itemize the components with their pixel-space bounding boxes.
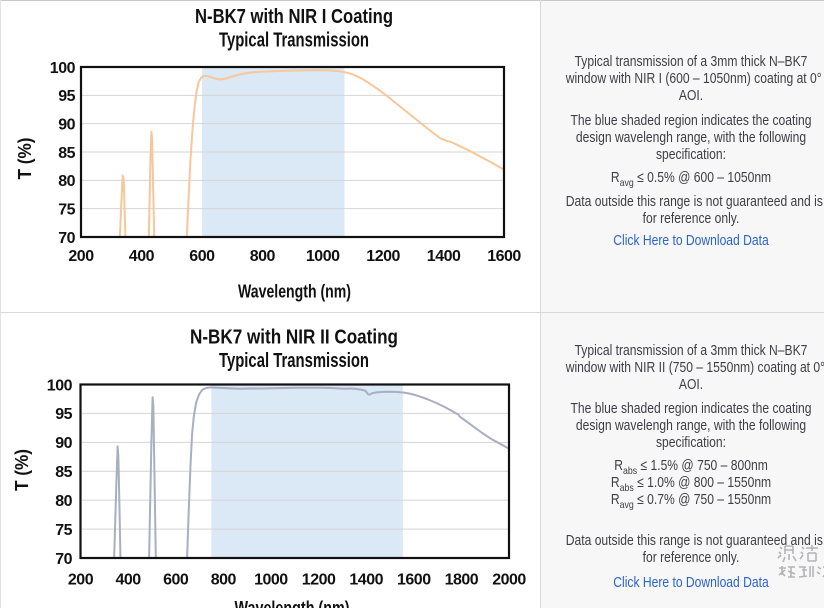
- svg-text:Wavelength (nm): Wavelength (nm): [238, 281, 351, 302]
- svg-text:1200: 1200: [302, 571, 336, 588]
- svg-text:1000: 1000: [306, 248, 340, 265]
- svg-text:600: 600: [163, 571, 189, 588]
- svg-text:400: 400: [115, 571, 141, 588]
- svg-text:80: 80: [58, 173, 75, 190]
- svg-text:75: 75: [58, 202, 75, 219]
- svg-text:N-BK7 with NIR I Coating: N-BK7 with NIR I Coating: [195, 6, 393, 28]
- svg-text:1600: 1600: [397, 571, 431, 588]
- svg-text:75: 75: [55, 522, 72, 539]
- svg-text:200: 200: [68, 248, 94, 265]
- svg-text:100: 100: [47, 377, 73, 394]
- svg-text:1400: 1400: [349, 571, 383, 588]
- svg-text:800: 800: [211, 571, 237, 588]
- svg-text:95: 95: [58, 88, 75, 105]
- svg-text:70: 70: [55, 551, 72, 568]
- svg-text:800: 800: [250, 248, 276, 265]
- svg-text:70: 70: [58, 230, 75, 247]
- svg-text:T (%): T (%): [12, 449, 32, 491]
- svg-text:200: 200: [68, 571, 94, 588]
- svg-text:85: 85: [55, 464, 72, 481]
- svg-text:T (%): T (%): [15, 138, 35, 180]
- svg-text:1200: 1200: [366, 248, 400, 265]
- svg-text:90: 90: [55, 435, 72, 452]
- svg-text:1000: 1000: [254, 571, 288, 588]
- svg-text:Typical Transmission: Typical Transmission: [219, 350, 369, 372]
- svg-text:85: 85: [58, 145, 75, 162]
- svg-text:600: 600: [189, 248, 215, 265]
- svg-text:95: 95: [55, 406, 72, 423]
- svg-text:2000: 2000: [492, 571, 526, 588]
- svg-text:Wavelength (nm): Wavelength (nm): [235, 597, 350, 608]
- svg-text:1400: 1400: [427, 248, 461, 265]
- svg-text:100: 100: [50, 60, 76, 77]
- svg-text:90: 90: [58, 117, 75, 134]
- svg-text:80: 80: [55, 493, 72, 510]
- svg-text:Typical Transmission: Typical Transmission: [219, 29, 369, 51]
- svg-text:1800: 1800: [445, 571, 479, 588]
- svg-text:1600: 1600: [487, 248, 521, 265]
- svg-text:400: 400: [129, 248, 155, 265]
- svg-text:N-BK7 with NIR II Coating: N-BK7 with NIR II Coating: [190, 327, 398, 349]
